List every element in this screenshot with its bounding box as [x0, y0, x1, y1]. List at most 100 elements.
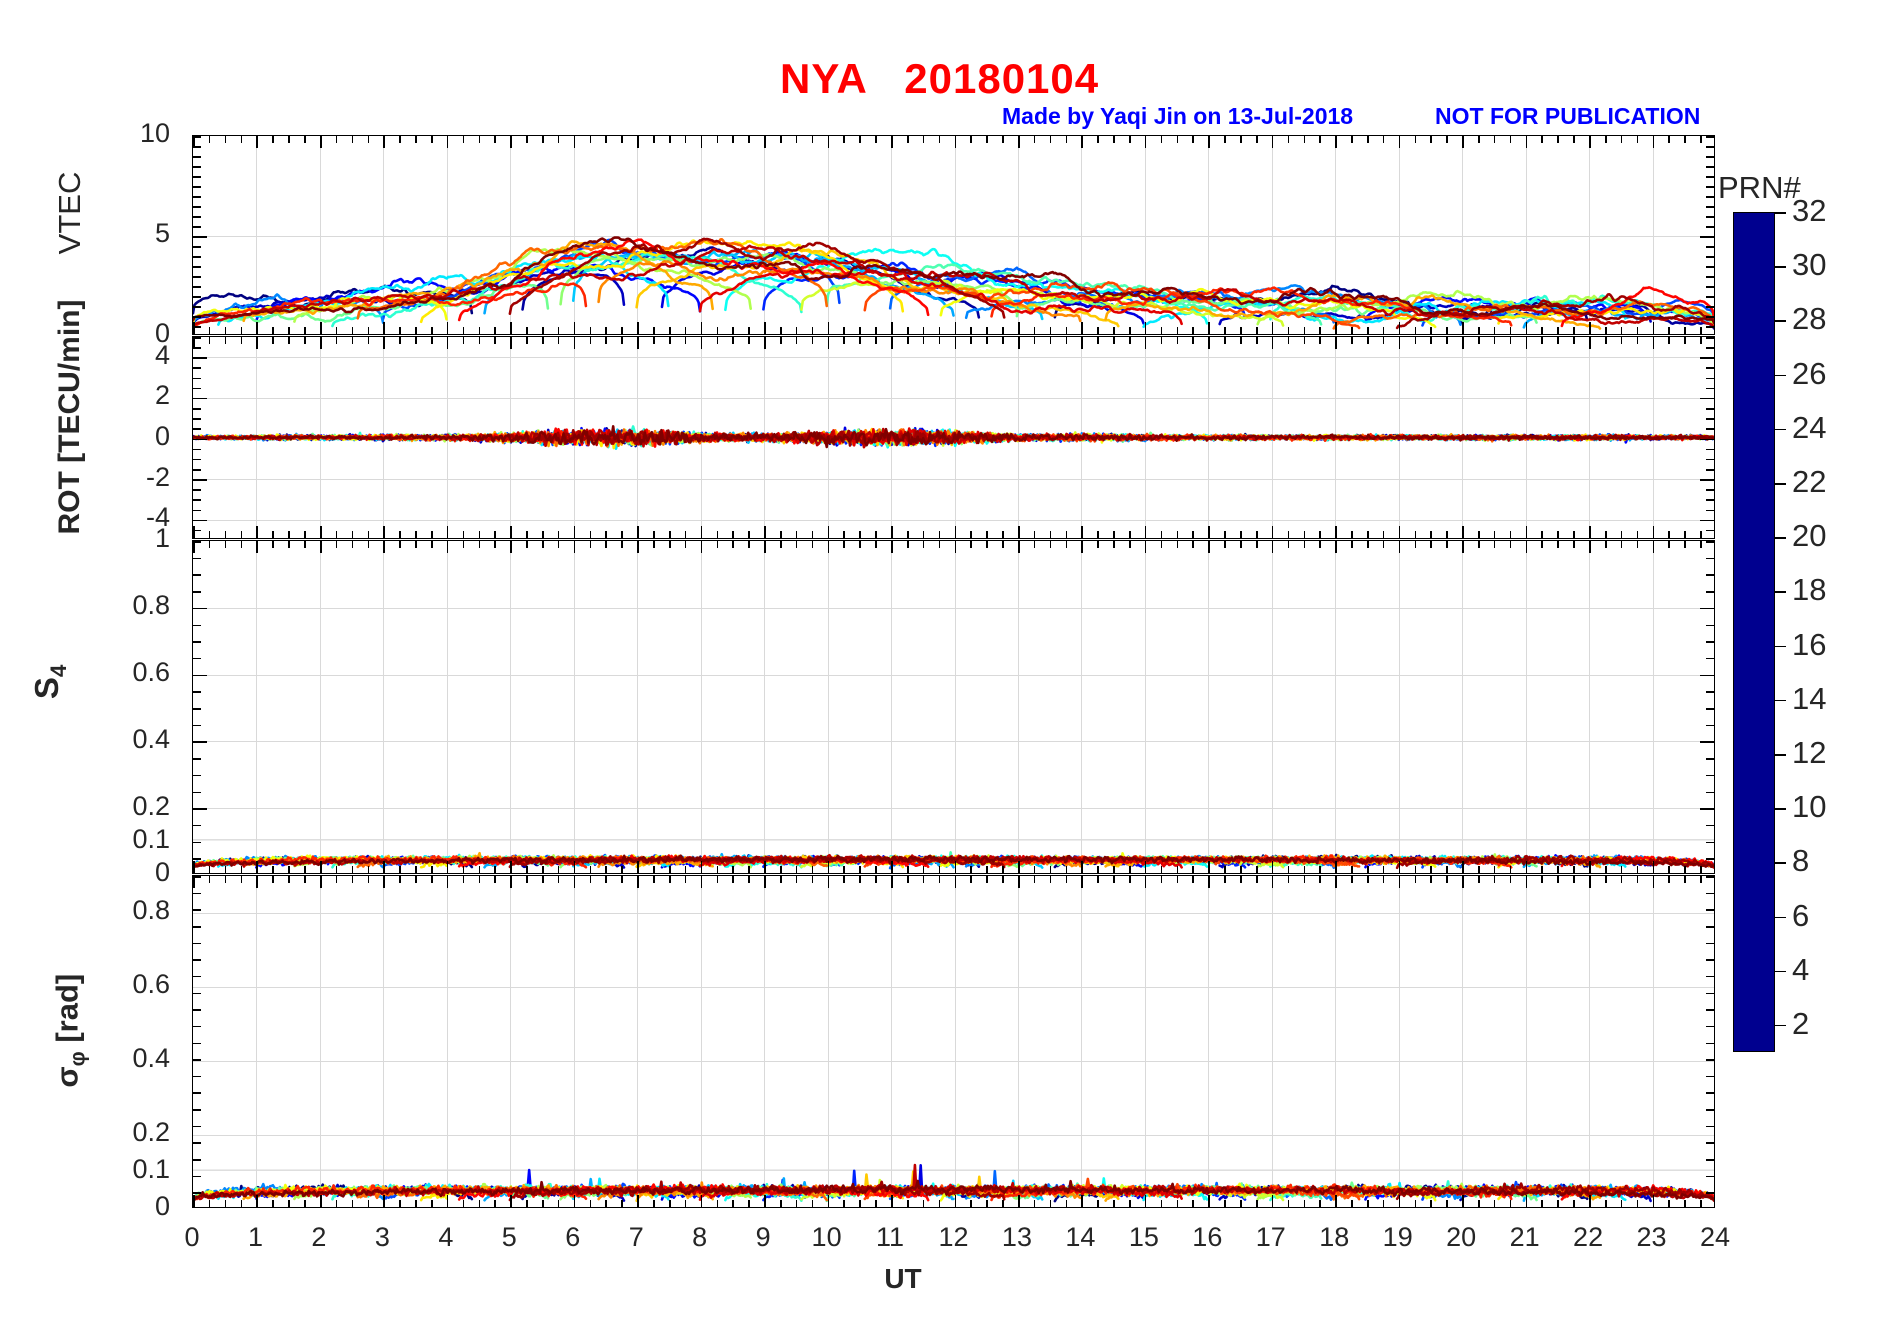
axis-tick-minor: [684, 866, 687, 873]
axis-tick-minor: [1446, 327, 1448, 334]
gridline-vertical: [1652, 136, 1654, 334]
axis-tick-minor: [193, 876, 201, 878]
axis-tick-minor: [542, 327, 544, 334]
axis-tick-minor: [462, 876, 465, 883]
axis-tick-minor: [684, 327, 687, 334]
axis-tick-major: [700, 1195, 703, 1207]
axis-tick-minor: [605, 876, 608, 883]
axis-tick-major: [319, 322, 322, 334]
axis-tick-major: [1335, 541, 1337, 553]
axis-tick-minor: [589, 876, 592, 883]
axis-tick-minor: [1706, 1125, 1714, 1128]
axis-tick-minor: [494, 531, 497, 538]
axis-tick-major: [700, 526, 703, 538]
axis-tick-minor: [1706, 176, 1714, 178]
axis-tick-minor: [1160, 1200, 1163, 1207]
axis-tick-major: [1589, 541, 1591, 553]
gridline-horizontal: [193, 741, 1714, 743]
axis-tick-minor: [605, 136, 608, 143]
grid-sigma-phi: [193, 876, 1714, 1207]
axis-tick-major: [573, 876, 576, 888]
axis-tick-minor: [193, 156, 201, 158]
axis-tick-minor: [1706, 541, 1714, 543]
axis-tick-minor: [653, 327, 655, 334]
axis-tick-major: [1017, 337, 1020, 349]
axis-tick-minor: [1509, 876, 1512, 883]
axis-tick-minor: [906, 866, 909, 873]
axis-tick-minor: [288, 876, 290, 883]
axis-tick-minor: [1065, 876, 1068, 883]
colorbar-prn[interactable]: [1733, 212, 1775, 1052]
gridline-vertical: [1017, 876, 1019, 1207]
axis-tick-minor: [1224, 337, 1226, 344]
axis-tick-minor: [1478, 541, 1480, 548]
axis-tick-minor: [1668, 1200, 1670, 1207]
axis-tick-minor: [1557, 866, 1559, 873]
axis-tick-minor: [335, 531, 338, 538]
axis-tick-minor: [1684, 136, 1686, 143]
y-tick-label: 0: [154, 318, 170, 349]
axis-tick-major: [1700, 519, 1714, 522]
axis-tick-minor: [1509, 866, 1512, 873]
axis-tick-major: [193, 357, 207, 359]
axis-tick-minor: [399, 327, 401, 334]
x-tick-label: 1: [247, 1222, 263, 1252]
axis-tick-minor: [478, 1200, 481, 1207]
axis-tick-minor: [1319, 876, 1321, 883]
axis-tick-minor: [526, 327, 528, 334]
axis-tick-minor: [1319, 1200, 1321, 1207]
axis-tick-minor: [1351, 541, 1353, 548]
axis-tick-major: [193, 674, 207, 677]
axis-tick-minor: [938, 136, 941, 143]
axis-tick-major: [1144, 337, 1147, 349]
axis-tick-minor: [1706, 1075, 1714, 1078]
axis-tick-major: [573, 136, 576, 148]
axis-tick-minor: [1049, 876, 1052, 883]
axis-tick-minor: [795, 541, 798, 548]
axis-tick-minor: [1366, 327, 1369, 334]
gridline-vertical: [1462, 541, 1464, 873]
axis-tick-major: [637, 337, 639, 349]
colorbar-tick: [1775, 537, 1786, 539]
axis-tick-minor: [288, 1200, 290, 1207]
axis-tick-minor: [430, 136, 433, 143]
axis-tick-minor: [1604, 876, 1607, 883]
axis-tick-major: [637, 136, 639, 148]
axis-tick-major: [383, 1195, 385, 1207]
gridline-vertical: [700, 136, 702, 334]
axis-tick-minor: [494, 337, 497, 344]
axis-tick-major: [1589, 322, 1591, 334]
axis-tick-major: [1700, 607, 1714, 610]
axis-tick-minor: [193, 326, 201, 328]
axis-tick-minor: [1287, 876, 1290, 883]
axis-tick-minor: [430, 541, 433, 548]
axis-tick-minor: [653, 876, 655, 883]
gridline-vertical: [319, 136, 321, 334]
x-tick-label: 24: [1699, 1222, 1731, 1252]
axis-tick-minor: [1382, 1200, 1385, 1207]
axis-tick-major: [827, 541, 830, 553]
axis-tick-minor: [1706, 1159, 1714, 1161]
axis-tick-minor: [208, 1200, 211, 1207]
axis-tick-minor: [193, 1059, 201, 1061]
axis-tick-minor: [478, 337, 481, 344]
axis-tick-minor: [193, 296, 201, 298]
axis-tick-minor: [193, 1025, 201, 1028]
axis-tick-minor: [1240, 876, 1242, 883]
axis-tick-minor: [1706, 925, 1714, 928]
axis-tick-major: [1652, 136, 1655, 148]
gridline-vertical: [573, 876, 575, 1207]
axis-tick-minor: [478, 866, 481, 873]
gridline-horizontal: [193, 479, 1714, 481]
axis-tick-minor: [1192, 531, 1195, 538]
gridline-vertical: [1208, 541, 1210, 873]
axis-tick-minor: [1224, 327, 1226, 334]
axis-tick-major: [1462, 861, 1464, 873]
axis-tick-minor: [1493, 531, 1496, 538]
axis-tick-minor: [335, 337, 338, 344]
axis-tick-major: [1398, 322, 1401, 334]
gridline-vertical: [1208, 136, 1210, 334]
axis-tick-minor: [1255, 1200, 1258, 1207]
y-tick-label: 5: [154, 218, 170, 249]
axis-tick-minor: [224, 1200, 227, 1207]
